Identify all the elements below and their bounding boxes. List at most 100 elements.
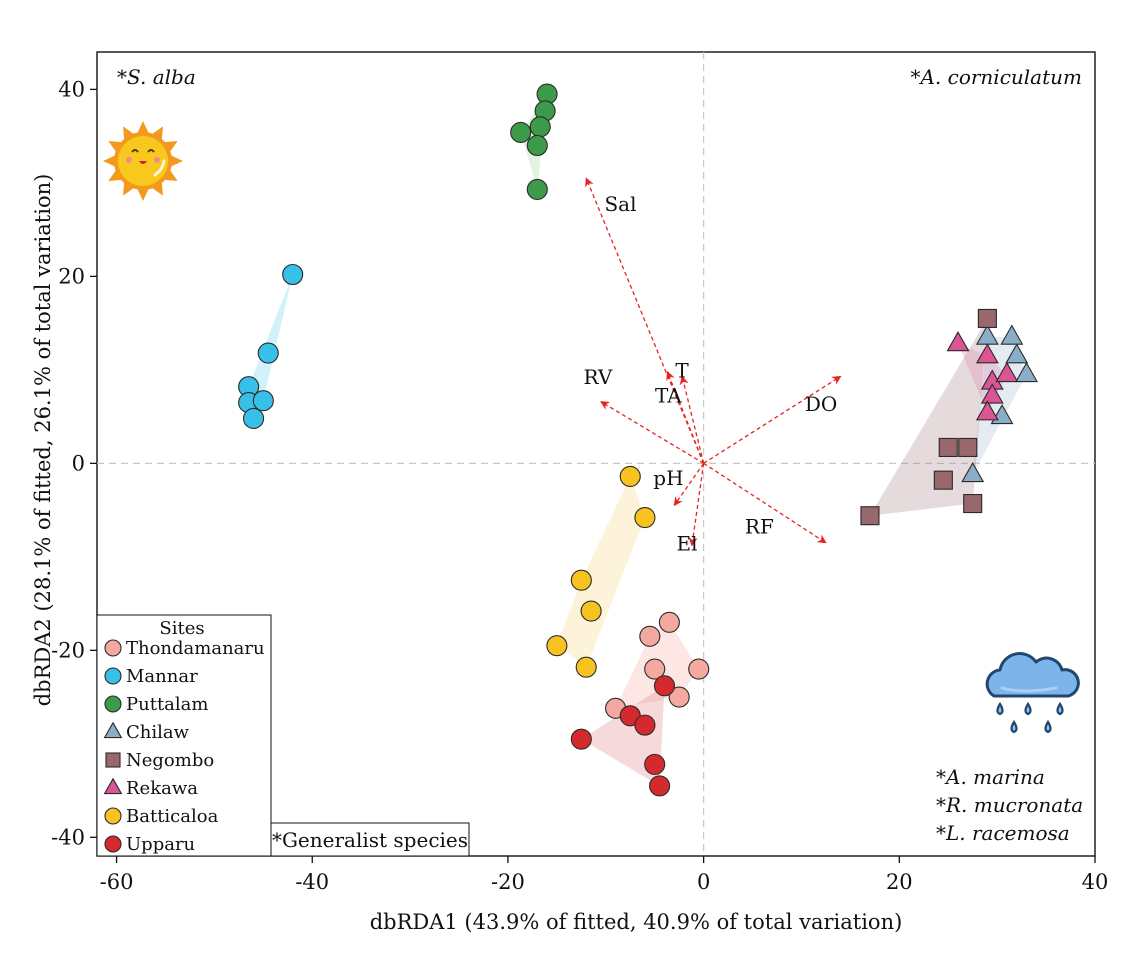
point-negombo [860, 506, 880, 526]
legend-label-mannar: Mannar [126, 666, 198, 687]
hull-chilaw [972, 337, 1027, 475]
point-chilaw [1015, 361, 1038, 383]
point-negombo [938, 437, 958, 458]
point-mannar [282, 263, 304, 286]
legend: Sites Thondamanaru Mannar Puttalam Chilaw Ne… [96, 614, 272, 857]
legend-label-upparu: Upparu [126, 834, 195, 855]
x-tick-label: -40 [295, 870, 329, 894]
vector-label-do: DO [805, 392, 837, 416]
legend-label-rekawa: Rekawa [126, 778, 198, 799]
series-batticaloa [546, 465, 656, 678]
y-tick-label: -40 [51, 825, 85, 849]
y-tick-label: -20 [51, 638, 85, 662]
point-upparu [649, 775, 671, 797]
point-chilaw [1005, 343, 1029, 364]
point-chilaw [1000, 324, 1024, 345]
vector-ta [666, 370, 705, 464]
legend-label-chilaw: Chilaw [126, 722, 190, 743]
site-hulls [248, 94, 1027, 786]
legend-items: Thondamanaru Mannar Puttalam Chilaw Negombo R… [103, 638, 265, 855]
vector-label-rv: RV [584, 365, 613, 389]
point-thondamanaru [658, 611, 680, 633]
point-thondamanaru [668, 686, 690, 708]
point-upparu [653, 675, 676, 697]
point-batticaloa [575, 656, 597, 678]
legend-marker-chilaw [103, 721, 123, 739]
series-negombo [860, 308, 997, 526]
legend-marker-rekawa [103, 777, 123, 795]
annotation-generalist-species: *Generalist species [272, 828, 468, 852]
vector-label-t: T [675, 358, 689, 382]
vector-do [703, 375, 842, 464]
point-negombo [977, 308, 997, 328]
point-rekawa [946, 331, 970, 352]
x-tick-label: -20 [491, 870, 525, 894]
zero-lines [97, 52, 1095, 856]
x-tick-label: 0 [697, 870, 710, 894]
rain-cloud-icon [985, 652, 1080, 734]
hull-upparu [581, 685, 665, 786]
x-tick-label: 40 [1082, 870, 1109, 894]
hull-batticaloa [556, 476, 645, 668]
point-puttalam [529, 116, 551, 138]
vector-label-ta: TA [655, 384, 682, 408]
point-batticaloa [570, 569, 592, 591]
site-points [238, 83, 1038, 797]
generalist-box-frame [270, 822, 470, 857]
point-upparu [570, 728, 592, 750]
point-rekawa [975, 343, 999, 364]
legend-frame [96, 614, 272, 857]
legend-label-batticaloa: Batticaloa [126, 806, 219, 827]
annotation-r-mucronata: *R. mucronata [936, 793, 1083, 817]
y-tick-label: 0 [72, 451, 85, 475]
point-mannar [257, 342, 279, 364]
legend-marker-upparu [104, 835, 122, 853]
point-negombo [963, 493, 983, 514]
point-upparu [634, 714, 656, 736]
axes: -60 -40 -20 0 20 40 -40 -20 0 20 40 [51, 77, 1108, 894]
series-upparu [570, 675, 676, 797]
legend-marker-mannar [104, 667, 122, 685]
point-batticaloa [619, 465, 641, 487]
annotation-l-racemosa: *L. racemosa [936, 821, 1070, 845]
y-tick-label: 40 [58, 77, 85, 101]
point-puttalam [526, 134, 548, 157]
annotation-a-corniculatum: *A. corniculatum [910, 65, 1082, 89]
point-mannar [252, 390, 274, 412]
vector-t [679, 375, 705, 464]
point-negombo [933, 470, 953, 490]
point-batticaloa [580, 600, 602, 622]
legend-marker-negombo [105, 752, 121, 768]
point-batticaloa [546, 635, 568, 657]
point-negombo [958, 437, 978, 458]
vector-rf [703, 462, 827, 544]
legend-marker-puttalam [104, 695, 122, 713]
point-thondamanaru [639, 625, 661, 647]
series-mannar [238, 263, 304, 430]
y-axis-label: dbRDA2 (28.1% of fitted, 26.1% of total … [31, 174, 55, 707]
point-chilaw [961, 461, 985, 483]
legend-label-thondamanaru: Thondamanaru [126, 638, 265, 659]
legend-label-negombo: Negombo [126, 750, 214, 771]
environmental-vectors: Sal TTA RV DO pH El RF [584, 177, 842, 555]
x-axis-label: dbRDA1 (43.9% of fitted, 40.9% of total … [370, 910, 903, 934]
point-upparu [644, 753, 666, 775]
series-puttalam [510, 83, 558, 200]
y-tick-label: 20 [58, 264, 85, 288]
vector-label-rf: RF [745, 514, 774, 538]
annotation-s-alba: *S. alba [117, 65, 196, 89]
annotation-a-marina: *A. marina [936, 765, 1045, 789]
x-tick-label: 20 [886, 870, 913, 894]
legend-marker-thondamanaru [104, 639, 122, 657]
legend-marker-batticaloa [104, 807, 122, 825]
generalist-species-box: *Generalist species [270, 822, 470, 857]
series-rekawa [946, 331, 1019, 421]
vector-rv [600, 401, 704, 464]
point-rekawa [995, 361, 1019, 383]
point-thondamanaru [644, 658, 666, 680]
sun-icon [103, 121, 183, 201]
legend-label-puttalam: Puttalam [126, 694, 208, 715]
point-puttalam [510, 121, 532, 143]
series-chilaw [961, 324, 1038, 483]
